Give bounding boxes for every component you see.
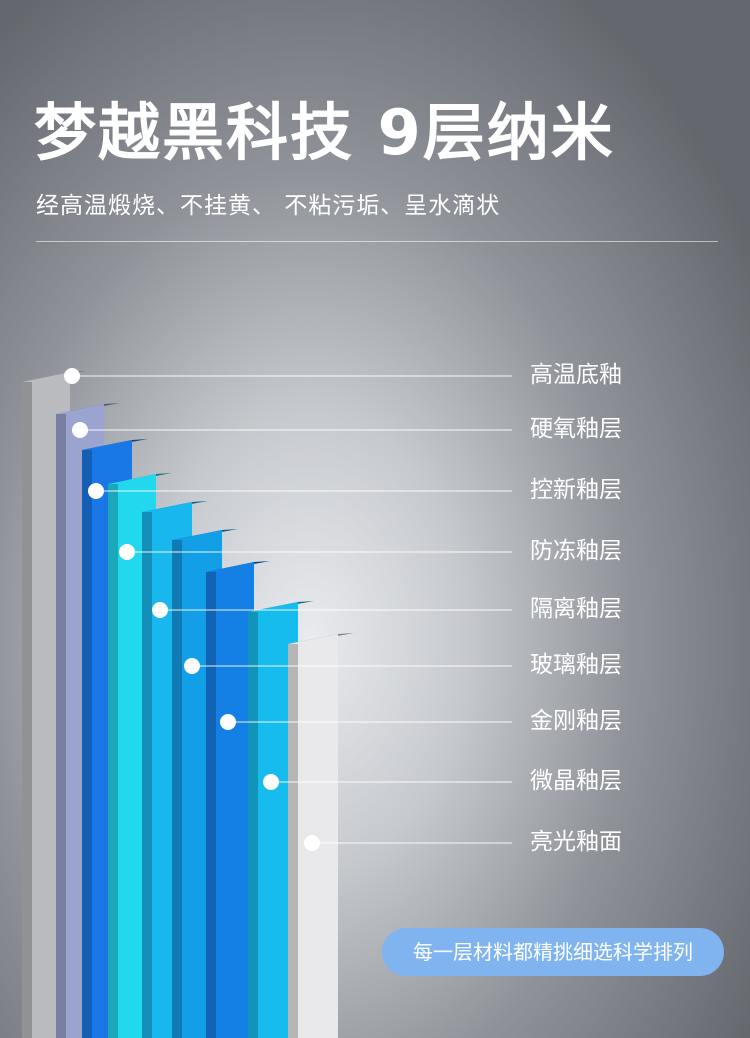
leader-dot-3 <box>88 483 104 499</box>
info-badge: 每一层材料都精挑细选科学排列 <box>382 928 724 976</box>
layer-slab-9 <box>288 633 354 1038</box>
layer-edge <box>248 612 258 1038</box>
layer-label-7: 金刚釉层 <box>530 708 622 734</box>
layer-label-1: 高温底釉 <box>530 362 622 388</box>
layer-edge <box>288 644 298 1038</box>
leader-dot-8 <box>263 774 279 790</box>
layer-label-5: 隔离釉层 <box>530 596 622 622</box>
leader-dot-1 <box>64 368 80 384</box>
page-title: 梦越黑科技 9层纳米 <box>34 96 615 169</box>
layer-label-2: 硬氧釉层 <box>530 416 622 442</box>
layer-edge <box>142 512 152 1038</box>
layer-edge <box>22 382 32 1038</box>
layer-slab-7 <box>206 561 270 1038</box>
layer-edge <box>108 484 118 1038</box>
layer-body <box>206 562 254 1038</box>
leader-dot-9 <box>304 835 320 851</box>
layer-label-8: 微晶釉层 <box>530 768 622 794</box>
page-subtitle: 经高温煅烧、不挂黄、 不粘污垢、呈水滴状 <box>36 193 501 219</box>
layer-label-4: 防冻釉层 <box>530 538 622 564</box>
layer-label-3: 控新釉层 <box>530 477 622 503</box>
layer-edge <box>56 414 66 1038</box>
leader-dot-4 <box>119 544 135 560</box>
layer-label-6: 玻璃釉层 <box>530 652 622 678</box>
layer-body <box>248 602 298 1038</box>
layer-label-9: 亮光釉面 <box>530 829 622 855</box>
layer-edge <box>172 540 182 1038</box>
layer-edge <box>206 572 216 1038</box>
layer-slab-8 <box>248 601 314 1038</box>
header-divider <box>36 241 718 242</box>
leader-dot-5 <box>152 602 168 618</box>
layer-edge <box>82 450 92 1038</box>
leader-dot-6 <box>184 658 200 674</box>
leader-dot-7 <box>220 714 236 730</box>
leader-dot-2 <box>72 422 88 438</box>
